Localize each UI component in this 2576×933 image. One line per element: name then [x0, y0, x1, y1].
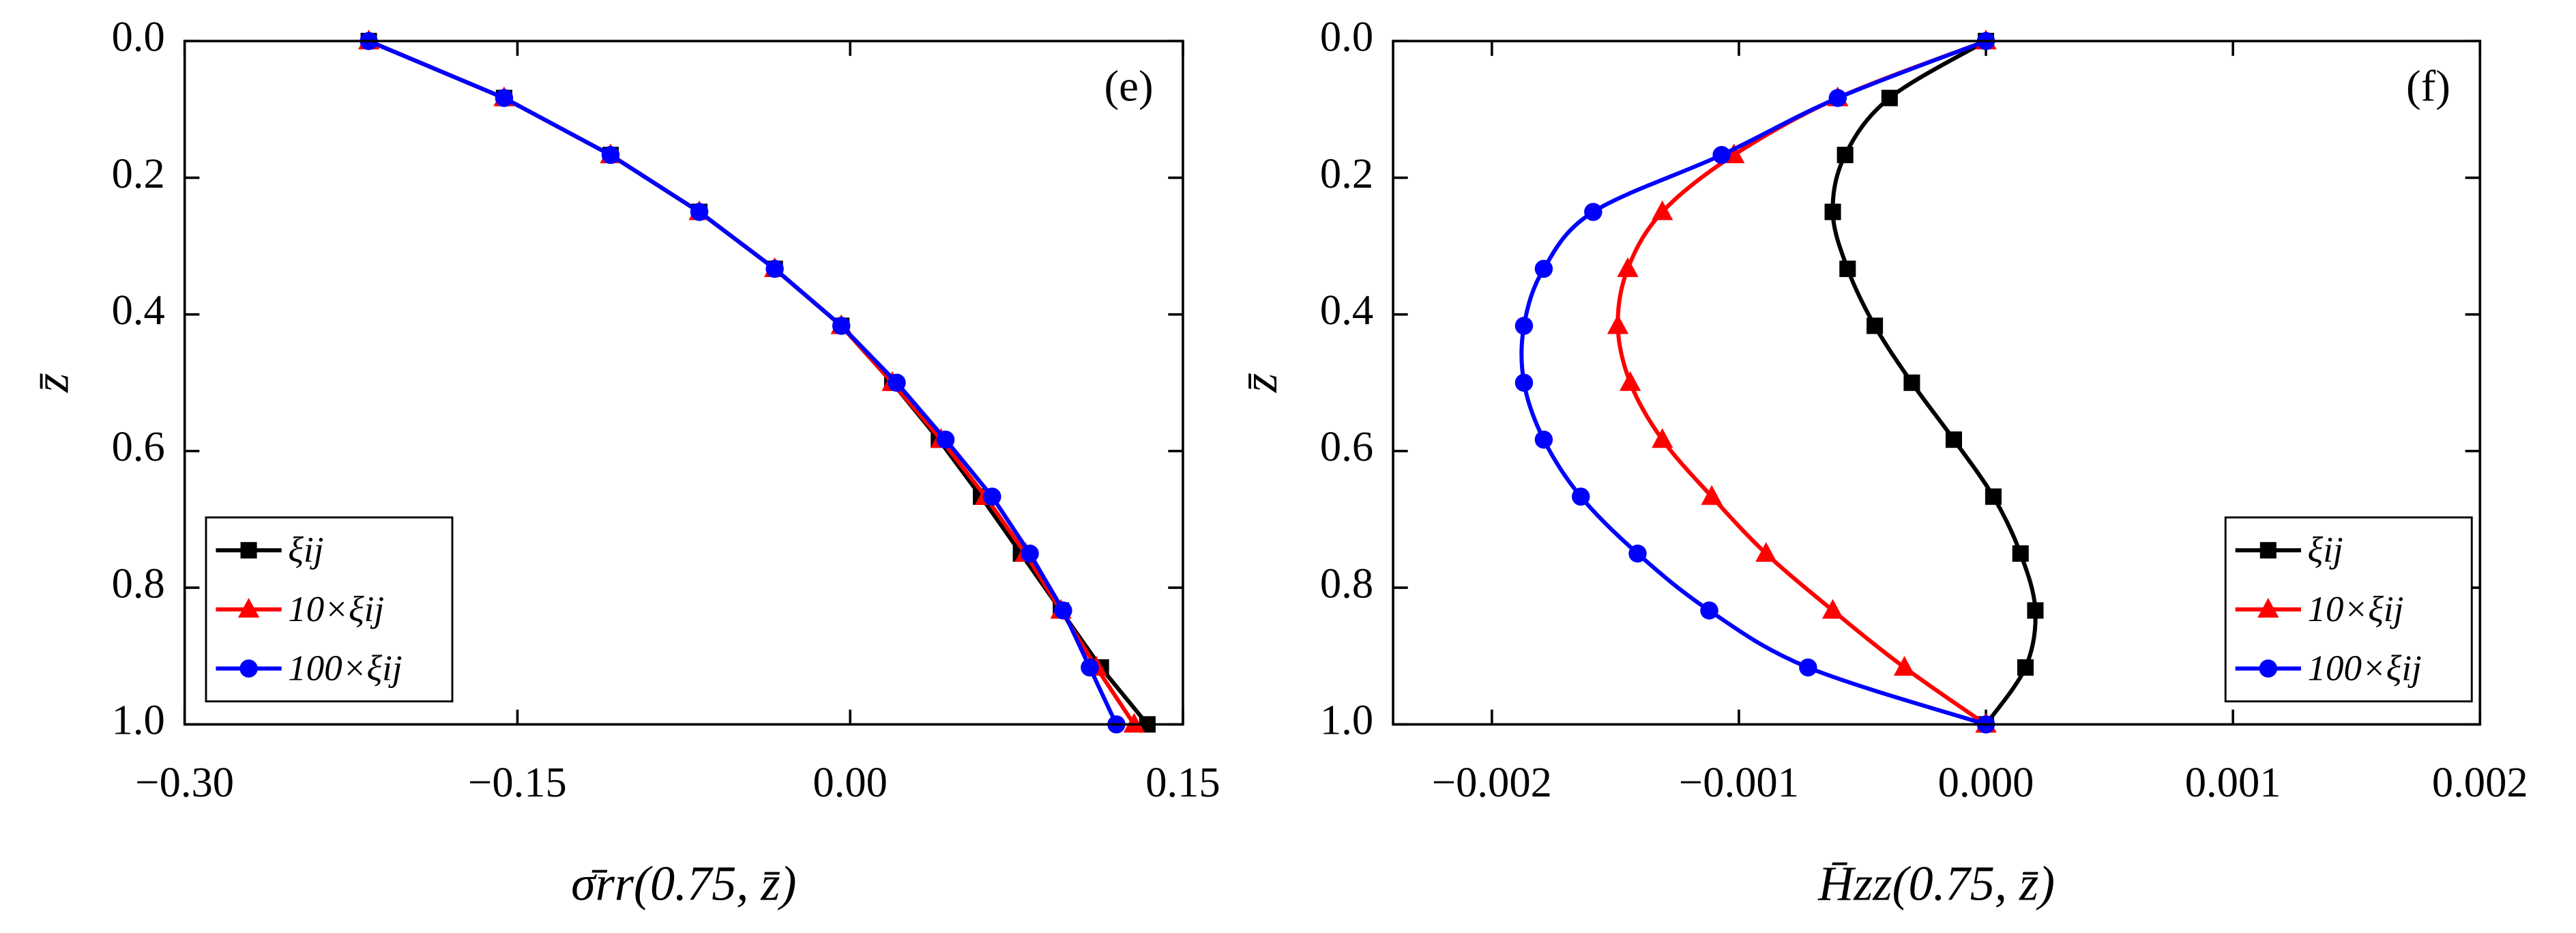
x-tick-label: −0.15 [468, 758, 567, 806]
marker [1607, 314, 1629, 334]
marker [1628, 544, 1647, 563]
y-tick-label: 0.4 [1320, 286, 1373, 334]
marker [2259, 542, 2277, 559]
plot-frame [183, 40, 1184, 726]
marker [495, 89, 514, 107]
x-tick-label: 0.000 [1938, 758, 2034, 806]
y-tick-label: 0.2 [112, 149, 165, 197]
marker [1054, 601, 1072, 620]
marker [1123, 713, 1145, 733]
y-tick-label: 0.0 [112, 13, 165, 61]
y-tick-label: 0.8 [112, 559, 165, 607]
marker [1081, 658, 1099, 677]
x-tick-label: 0.00 [813, 758, 887, 806]
marker [240, 542, 257, 559]
marker [1839, 260, 1856, 277]
marker [832, 317, 851, 335]
marker [1514, 317, 1534, 335]
marker [1828, 89, 1847, 107]
x-tick-label: −0.001 [1679, 758, 1799, 806]
marker [765, 259, 784, 278]
marker [601, 145, 620, 164]
marker [2259, 659, 2278, 678]
marker [2017, 659, 2034, 676]
legend-label: 10×ξij [2308, 590, 2404, 629]
marker [936, 430, 955, 449]
legend-label: 100×ξij [288, 648, 402, 688]
y-axis-label: z̄ [25, 373, 79, 393]
marker [1619, 371, 1641, 391]
panel-label: (f) [2406, 61, 2450, 111]
panel-label: (e) [1104, 61, 1154, 111]
marker [2012, 545, 2029, 562]
marker [1824, 203, 1841, 220]
y-tick-label: 0.6 [1320, 422, 1373, 470]
series-line [1615, 39, 1987, 726]
marker [1571, 487, 1590, 506]
marker [1799, 658, 1817, 677]
marker [1836, 147, 1854, 164]
marker [1514, 373, 1534, 392]
y-tick-label: 1.0 [1320, 696, 1373, 744]
marker [2027, 602, 2044, 619]
marker [1617, 257, 1639, 277]
marker [888, 373, 906, 392]
x-tick-label: −0.002 [1432, 758, 1552, 806]
series-line [368, 39, 1136, 726]
y-tick-label: 0.2 [1320, 149, 1373, 197]
marker [239, 659, 258, 678]
y-tick-label: 0.0 [1320, 13, 1373, 61]
x-tick-label: 0.001 [2185, 758, 2281, 806]
series-line [368, 39, 1119, 726]
marker [2257, 598, 2279, 618]
x-tick-label: 0.15 [1145, 758, 1220, 806]
y-tick-label: 0.4 [112, 286, 165, 334]
y-axis-label: z̄ [1233, 373, 1287, 393]
marker [1755, 542, 1777, 562]
marker [1881, 89, 1898, 106]
marker [1584, 203, 1602, 221]
marker [1700, 601, 1718, 620]
marker [1652, 200, 1673, 220]
x-axis-label: σ̄rr(0.75, z̄) [571, 857, 796, 911]
marker [1985, 488, 2002, 505]
legend-label: 10×ξij [288, 590, 384, 629]
marker [690, 203, 709, 221]
marker [1945, 431, 1963, 448]
marker [1534, 259, 1553, 278]
marker [1903, 374, 1920, 391]
marker [1712, 145, 1731, 164]
y-tick-label: 1.0 [112, 696, 165, 744]
marker [1893, 656, 1916, 676]
y-tick-label: 0.6 [112, 422, 165, 470]
legend-label: 100×ξij [2308, 648, 2422, 688]
x-axis-label: H̄zz(0.75, z̄) [1817, 857, 2055, 911]
marker [983, 487, 1001, 506]
series-line [1830, 39, 2038, 726]
marker [1652, 428, 1673, 448]
y-tick-label: 0.8 [1320, 559, 1373, 607]
x-tick-label: 0.002 [2432, 758, 2528, 806]
marker [1534, 430, 1553, 449]
legend-label: ξij [2308, 530, 2343, 570]
marker [1867, 317, 1884, 334]
series-line [368, 39, 1150, 726]
marker [237, 598, 260, 618]
plot-frame [1392, 40, 2482, 726]
marker [1701, 485, 1723, 505]
marker [1021, 544, 1039, 563]
legend-label: ξij [288, 530, 323, 570]
x-tick-label: −0.30 [135, 758, 234, 806]
marker [1821, 599, 1844, 619]
